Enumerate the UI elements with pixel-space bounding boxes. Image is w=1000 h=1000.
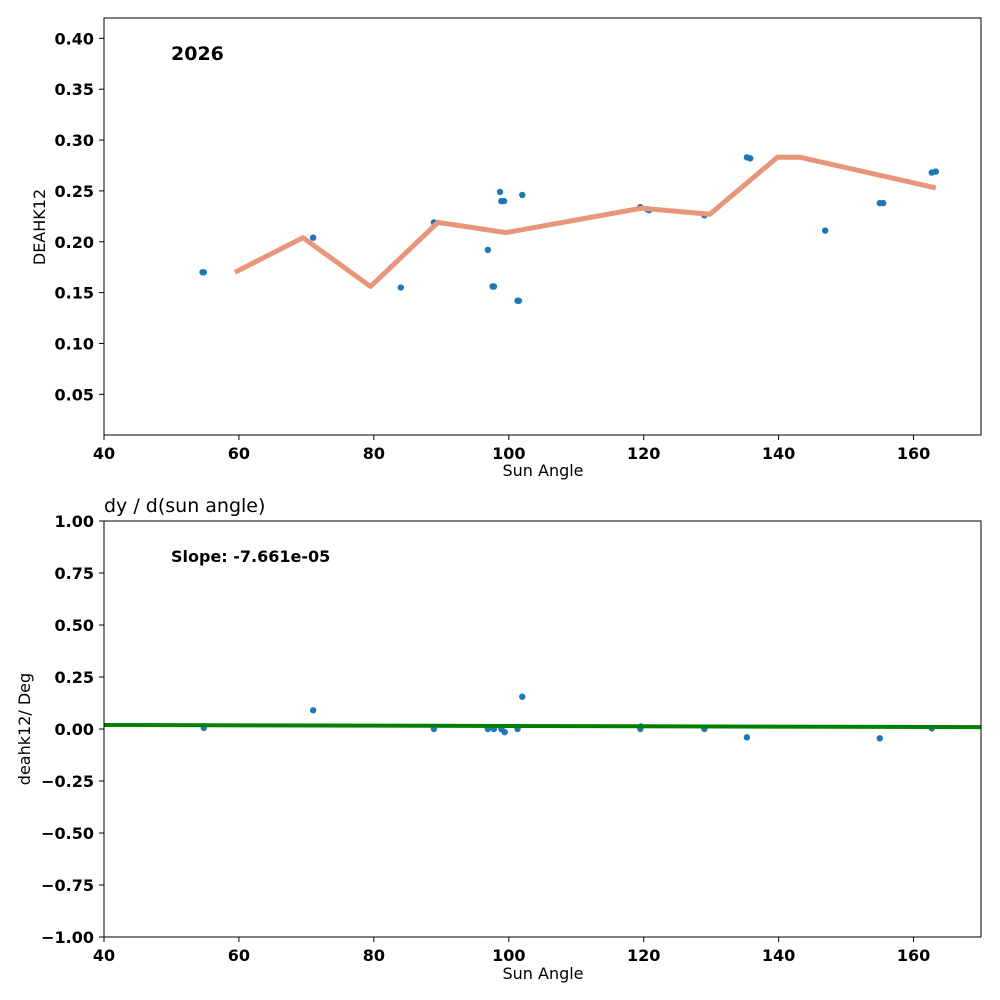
top-chart-x-ticks: 40 60 80 100 120 140 160 [93, 435, 930, 463]
bottom-chart-y-tick-label: 0.00 [55, 720, 94, 739]
bottom-chart-y-tick-label: −1.00 [41, 928, 94, 947]
bottom-chart-slope-annotation: Slope: -7.661e-05 [171, 547, 330, 566]
bottom-chart-y-tick-label: 1.00 [55, 512, 94, 531]
bottom-chart-panel: 40 60 80 100 120 140 160 −1.00 −0.75 −0.50 −0.25 0… [15, 495, 982, 983]
top-chart-y-tick-label: 0.10 [55, 334, 94, 353]
top-chart-y-axis-label: DEAHK12 [30, 189, 49, 265]
bottom-chart-data-point [743, 734, 751, 741]
top-chart-data-point [747, 155, 754, 162]
bottom-chart-trend-line [104, 723, 981, 730]
top-chart-x-tick-label: 80 [363, 444, 385, 463]
top-chart-x-tick-label: 40 [93, 444, 115, 463]
top-chart-y-tick-label: 0.35 [55, 80, 94, 99]
top-chart-y-tick-label: 0.20 [55, 233, 94, 252]
bottom-chart-x-tick-label: 40 [93, 946, 115, 965]
bottom-chart-y-tick-label: −0.75 [41, 876, 94, 895]
bottom-chart-data-point [519, 693, 526, 700]
top-chart-y-ticks: 0.05 0.10 0.15 0.20 0.25 0.30 0.35 0.40 [55, 29, 104, 404]
top-chart-data-point [519, 191, 526, 199]
top-chart-panel: 40 60 80 100 120 140 160 0.050.100.150.200.250… [30, 17, 982, 480]
bottom-chart-y-tick-label: 0.75 [55, 564, 94, 583]
bottom-chart-marks [104, 693, 981, 742]
bottom-chart-x-tick-label: 120 [627, 946, 660, 965]
bottom-chart-x-tick-label: 160 [897, 946, 930, 965]
top-chart-data-point [500, 197, 508, 205]
top-chart-data-point [490, 283, 498, 290]
bottom-chart-data-point [501, 728, 508, 736]
top-chart-y-tick-label: 0.30 [55, 131, 94, 150]
bottom-chart-data-point [876, 735, 884, 742]
bottom-chart-y-axis-label: deahk12/ Deg [15, 673, 34, 785]
bottom-chart-y-tick-label: 0.25 [55, 668, 94, 687]
top-chart-data-point [200, 269, 208, 276]
top-chart-data-point [515, 297, 523, 304]
top-chart-data-point [309, 234, 317, 241]
bottom-chart-y-tick-label: 0.50 [55, 616, 94, 635]
bottom-chart-title: dy / d(sun angle) [104, 495, 265, 517]
top-chart-x-tick-label: 160 [897, 444, 930, 463]
top-chart-y-tick-label: 0.05 [55, 385, 94, 404]
top-chart-x-tick-label: 120 [627, 444, 660, 463]
bottom-chart-data-point [309, 707, 317, 714]
top-chart-x-tick-label: 60 [228, 444, 250, 463]
top-chart-frame [103, 17, 982, 436]
top-chart-marks [199, 154, 940, 304]
top-chart-data-point [821, 227, 829, 234]
bottom-chart-x-tick-label: 100 [492, 946, 525, 965]
bottom-chart-x-tick-label: 60 [228, 946, 250, 965]
bottom-chart-x-axis-label: Sun Angle [502, 964, 583, 983]
bottom-chart-y-ticks: −1.00 −0.75 −0.50 −0.25 0.00 0.25 0.50 0.75 1.00 [41, 512, 104, 947]
top-chart-x-axis-label: Sun Angle [502, 461, 583, 480]
top-chart-data-point [484, 246, 492, 254]
bottom-chart-x-tick-label: 140 [762, 946, 795, 965]
top-chart-x-tick-label: 140 [762, 444, 795, 463]
bottom-chart-y-tick-label: −0.50 [41, 824, 94, 843]
top-chart-data-point [496, 188, 504, 196]
bottom-chart-x-ticks: 40 60 80 100 120 140 160 [93, 937, 930, 965]
top-chart-y-tick-label: 0.25 [55, 182, 94, 201]
top-chart-year-annotation: 2026 [171, 43, 224, 65]
bottom-chart-y-tick-label: −0.25 [41, 772, 94, 791]
top-chart-data-point [879, 199, 887, 207]
top-chart-x-tick-label: 100 [492, 444, 525, 463]
top-chart-data-point [932, 168, 940, 175]
top-chart-data-point [397, 284, 405, 291]
bottom-chart-x-tick-label: 80 [363, 946, 385, 965]
top-chart-y-tick-label: 0.40 [55, 29, 94, 48]
top-chart-y-tick-label: 0.15 [55, 284, 94, 303]
top-chart-trend-line [233, 154, 937, 289]
